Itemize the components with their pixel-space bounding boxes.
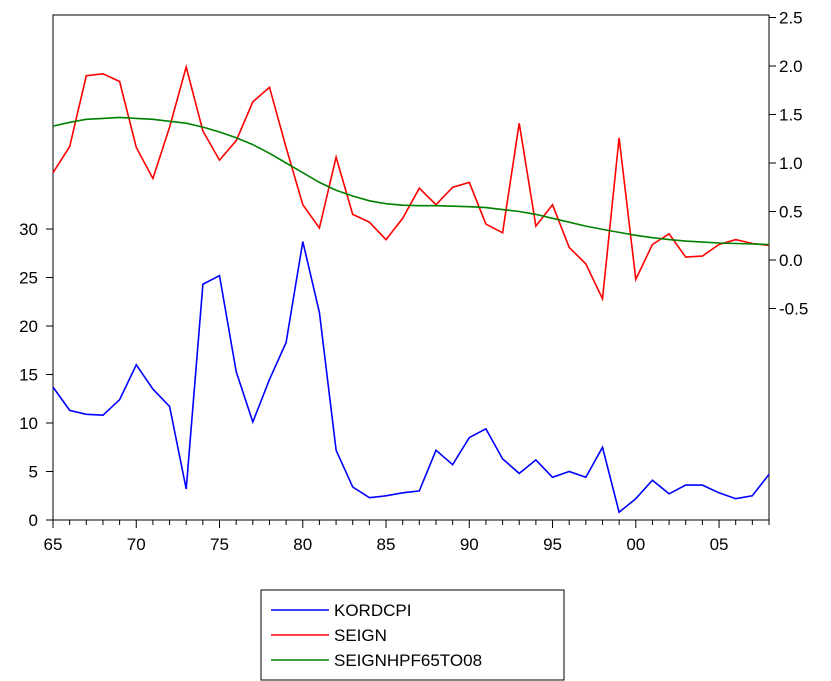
x-tick-label: 65 [44, 535, 63, 554]
y-right-tick-label: 1.0 [779, 154, 803, 173]
legend: KORDCPI SEIGN SEIGNHPF65TO08 [260, 589, 565, 681]
y-left-tick-label: 15 [19, 366, 38, 385]
x-tick-label: 05 [710, 535, 729, 554]
y-right-tick-label: -0.5 [779, 300, 808, 319]
x-tick-label: 80 [293, 535, 312, 554]
y-right-tick-label: 0.5 [779, 203, 803, 222]
y-right-tick-label: 1.5 [779, 106, 803, 125]
x-tick-label: 75 [210, 535, 229, 554]
y-right-tick-label: 2.0 [779, 57, 803, 76]
legend-label-kordcpi: KORDCPI [334, 601, 411, 620]
x-tick-label: 00 [626, 535, 645, 554]
y-left-tick-label: 20 [19, 317, 38, 336]
y-right-tick-label: 2.5 [779, 9, 803, 28]
y-left-tick-label: 25 [19, 269, 38, 288]
y-right-tick-label: 0.0 [779, 251, 803, 270]
y-axis-right: -0.5 0.0 0.5 1.0 1.5 2.0 2.5 [769, 9, 808, 319]
x-tick-label: 90 [460, 535, 479, 554]
x-axis: 65 70 75 80 85 90 95 00 05 [44, 520, 770, 554]
y-left-tick-label: 30 [19, 220, 38, 239]
legend-label-seign: SEIGN [334, 626, 387, 645]
legend-label-seignhpf65to08: SEIGNHPF65TO08 [334, 651, 482, 670]
series-line-seignhpf65to08 [52, 116, 770, 246]
plot-frame [52, 14, 770, 521]
y-axis-left: 0 5 10 15 20 25 30 [19, 220, 53, 530]
x-tick-label: 70 [127, 535, 146, 554]
plot-border [52, 14, 770, 521]
y-left-tick-label: 0 [29, 511, 38, 530]
x-tick-label: 85 [377, 535, 396, 554]
y-left-tick-label: 10 [19, 414, 38, 433]
y-left-tick-label: 5 [29, 463, 38, 482]
series-layer [52, 63, 770, 514]
series-line-kordcpi [52, 241, 770, 514]
x-tick-label: 95 [543, 535, 562, 554]
series-line-seign [52, 63, 770, 302]
